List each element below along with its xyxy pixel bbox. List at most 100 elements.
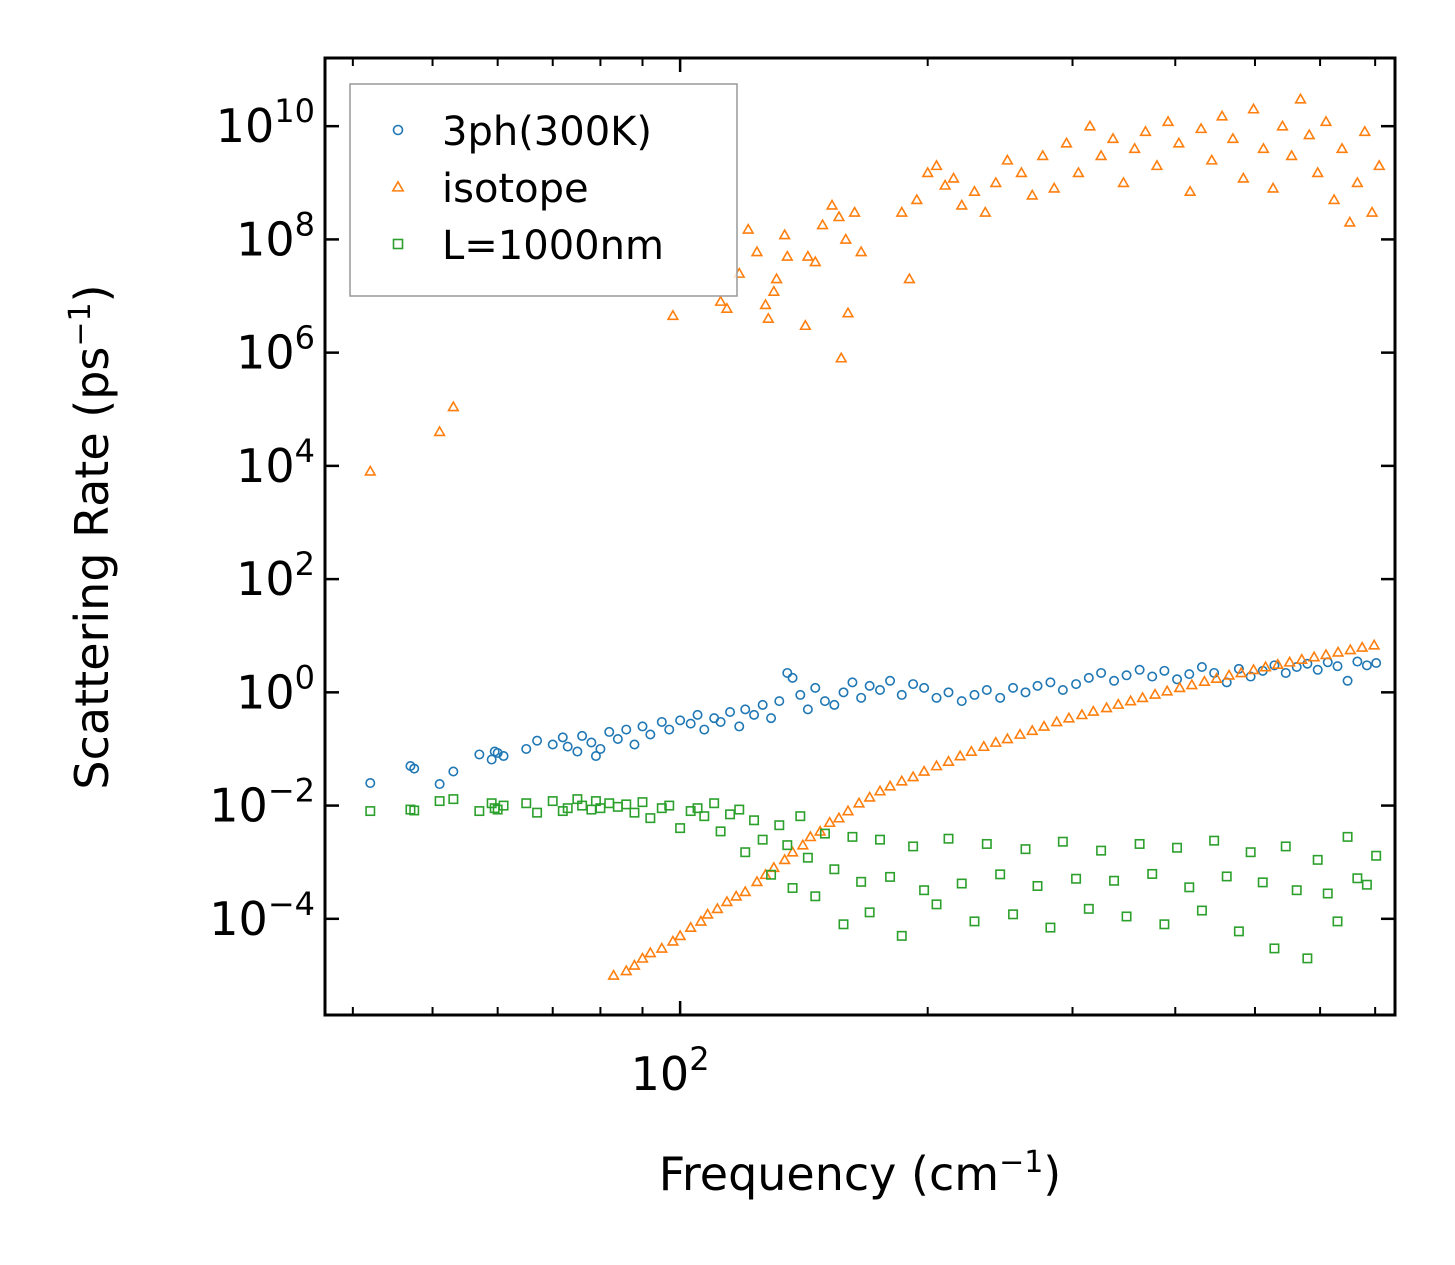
y-tick-label: 100 [236, 658, 315, 719]
data-point [1134, 664, 1145, 675]
data-point [1072, 166, 1085, 178]
legend-box [349, 83, 738, 297]
data-point [604, 726, 615, 737]
data-point [365, 806, 376, 817]
data-point [1361, 879, 1372, 890]
x-axis-title-text: Frequency (cm [659, 1147, 999, 1201]
data-point [1221, 871, 1232, 882]
data-point [896, 689, 907, 700]
data-point [757, 834, 768, 845]
data-point [447, 400, 460, 412]
data-point [474, 806, 485, 817]
data-point [1032, 680, 1043, 691]
y-tick-label-base: 10 [236, 439, 295, 493]
data-point [1128, 142, 1141, 154]
data-point [1121, 911, 1132, 922]
data-point [832, 811, 846, 823]
data-point [1075, 708, 1089, 720]
plot-frame [323, 56, 1397, 1017]
data-point [955, 198, 968, 210]
data-point [841, 804, 855, 816]
data-point [848, 205, 861, 217]
data-point [692, 803, 703, 814]
data-point [1147, 868, 1158, 879]
data-point [1150, 159, 1164, 171]
data-point [921, 166, 934, 178]
data-point [1319, 648, 1333, 660]
data-point [908, 679, 919, 690]
data-point [895, 205, 908, 217]
data-point [938, 178, 952, 190]
data-point [720, 302, 734, 314]
x-tick-label: 102 [631, 1040, 710, 1101]
data-point [979, 205, 992, 217]
data-point [1237, 171, 1250, 183]
data-point [802, 704, 813, 715]
data-point [1083, 672, 1094, 683]
data-point [1342, 831, 1353, 842]
data-point [409, 805, 420, 816]
data-point [1361, 660, 1372, 671]
y-tick-label-exponent: 10 [274, 92, 315, 130]
data-point [778, 228, 791, 240]
data-point [664, 800, 675, 811]
data-point [930, 159, 943, 171]
data-point [725, 706, 736, 717]
data-point [448, 794, 459, 805]
y-tick-label-exponent: 4 [295, 432, 315, 470]
data-point [1266, 181, 1280, 193]
data-point [1233, 926, 1244, 937]
data-point [943, 833, 954, 844]
data-point [1094, 149, 1108, 161]
data-point [896, 930, 907, 941]
legend: 3ph(300K) isotope L=1000nm [349, 83, 738, 297]
data-point [875, 834, 886, 845]
data-point [1096, 845, 1107, 856]
data-point [448, 766, 459, 777]
data-point [1020, 687, 1031, 698]
data-point [709, 798, 720, 809]
data-point [931, 899, 942, 910]
data-point [757, 699, 768, 710]
data-point [767, 285, 781, 296]
data-point [1172, 674, 1183, 685]
legend-label: L=1000nm [442, 223, 664, 269]
data-point [1285, 149, 1298, 161]
y-tick-label-base: 10 [236, 552, 295, 606]
data-point [835, 351, 848, 363]
data-point [873, 784, 887, 796]
data-point [749, 709, 760, 720]
data-point [612, 733, 623, 744]
data-point [774, 696, 785, 707]
data-point [885, 675, 896, 686]
legend-marker-isotope [391, 180, 405, 192]
data-point [1271, 658, 1285, 669]
data-point [1373, 159, 1386, 171]
data-point [1083, 119, 1097, 131]
data-point [906, 770, 920, 782]
data-point [1060, 136, 1073, 148]
legend-label: isotope [442, 166, 589, 212]
data-point [838, 919, 849, 930]
data-point [628, 959, 641, 970]
data-point [1057, 684, 1068, 695]
data-point [1106, 132, 1120, 144]
data-point [1196, 905, 1207, 916]
data-point [1047, 181, 1061, 193]
data-point [1343, 215, 1356, 227]
data-point [621, 724, 632, 735]
data-point [1121, 670, 1132, 681]
data-point [1312, 664, 1323, 675]
data-point [1159, 665, 1170, 676]
y-axis-title-text: Scattering Rate (ps [65, 347, 119, 790]
data-point [762, 312, 775, 323]
y-tick-label-base: 10 [216, 99, 275, 153]
y-axis-title: Scattering Rate (ps−1) [63, 284, 119, 789]
data-point [1159, 919, 1170, 930]
legend-marker-3ph(300K) [392, 124, 404, 136]
data-point [956, 696, 967, 707]
data-point [838, 687, 849, 698]
data-point [1280, 841, 1291, 852]
data-point [810, 682, 821, 693]
data-point [498, 800, 509, 811]
